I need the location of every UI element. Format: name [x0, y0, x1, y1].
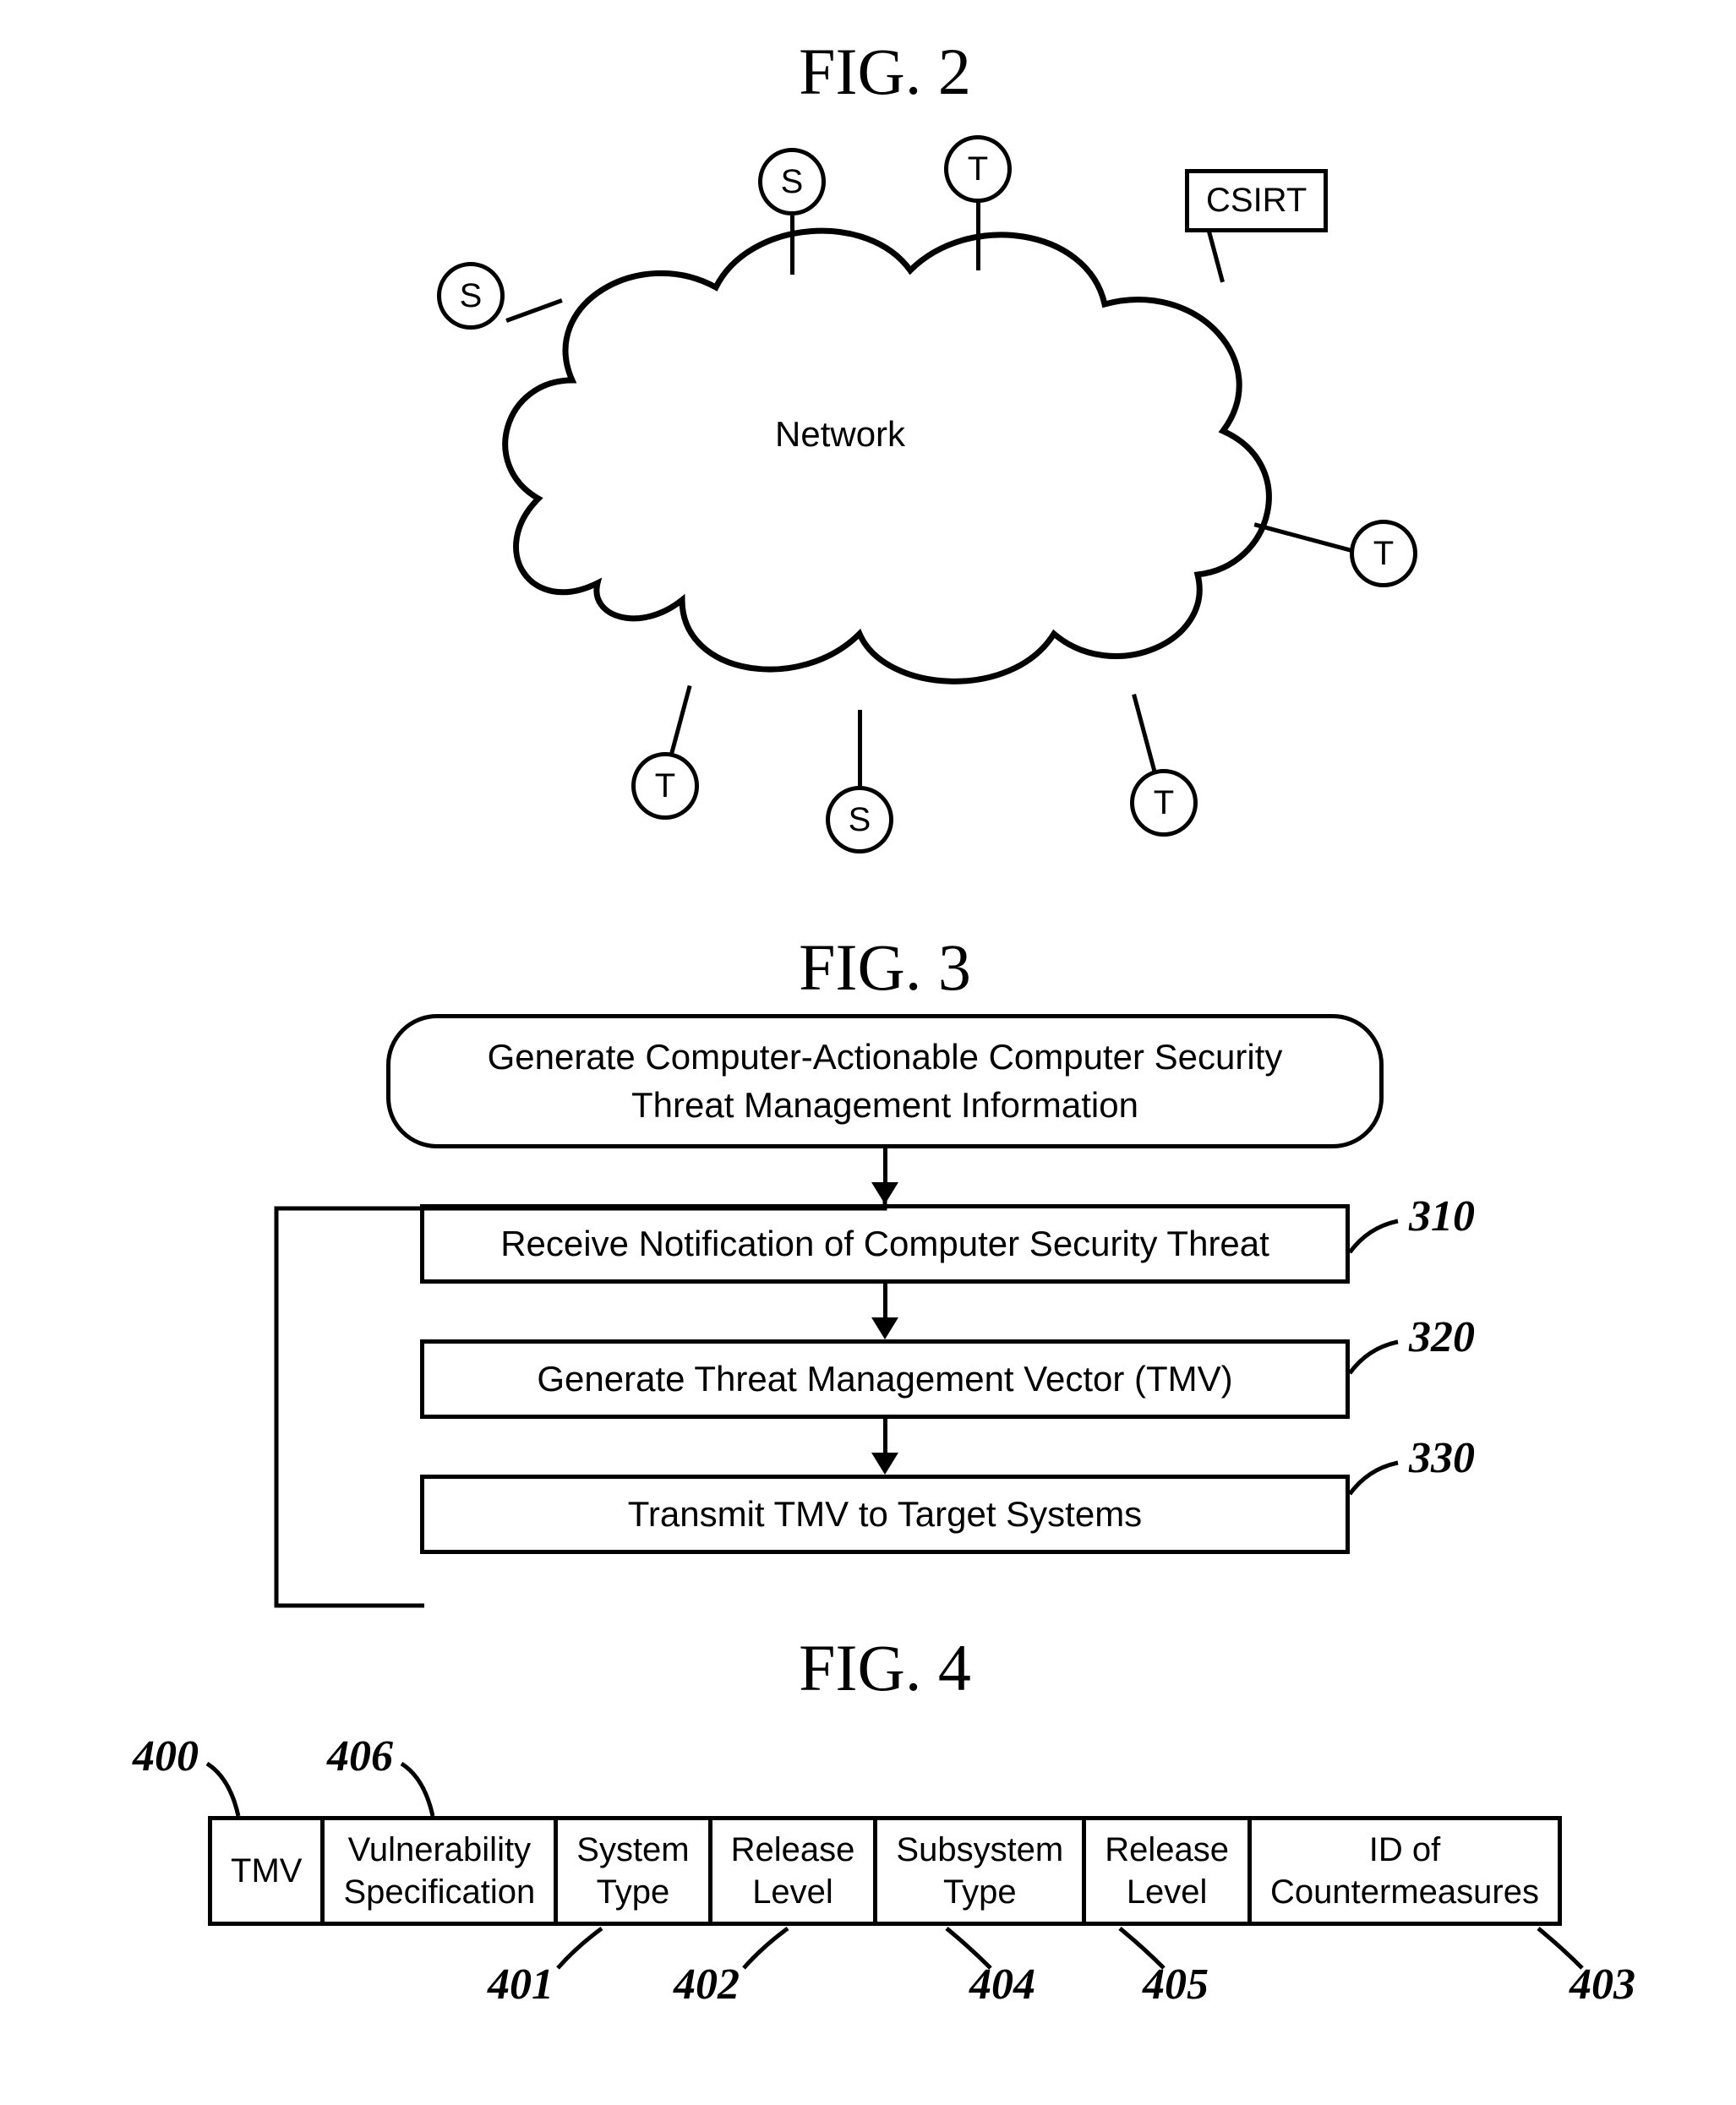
callout-320 — [1347, 1339, 1406, 1377]
cloud-path — [505, 231, 1269, 681]
node-t1: T — [944, 135, 1012, 203]
f4-cell-3-text: ReleaseLevel — [731, 1829, 855, 1913]
page-container: FIG. 2 Network S S T CSIRT T T S T FIG. … — [17, 34, 1736, 2027]
node-t1-label: T — [968, 150, 988, 188]
fig3-title: FIG. 3 — [17, 930, 1736, 1006]
connector-t1 — [976, 203, 980, 270]
f4-cell-5-text: ReleaseLevel — [1105, 1829, 1229, 1913]
f4-cell-1-text: VulnerabilitySpecification — [343, 1829, 535, 1913]
ref-330: 330 — [1409, 1433, 1475, 1483]
f4-cell-vuln: VulnerabilitySpecification — [320, 1816, 554, 1926]
f4-cell-0-text: TMV — [231, 1850, 302, 1892]
connector-s3 — [858, 710, 862, 786]
node-t3-label: T — [655, 767, 675, 805]
callout-330 — [1347, 1460, 1406, 1498]
node-s2: S — [758, 148, 826, 215]
ref-406: 406 — [327, 1731, 393, 1781]
fc-start-text: Generate Computer-Actionable Computer Se… — [488, 1037, 1283, 1125]
cloud-label: Network — [775, 414, 905, 455]
fc-start: Generate Computer-Actionable Computer Se… — [386, 1014, 1384, 1148]
fig2-diagram: Network S S T CSIRT T T S T — [293, 118, 1477, 879]
node-t4: T — [1130, 769, 1198, 837]
node-t2: T — [1350, 520, 1417, 587]
node-t4-label: T — [1154, 784, 1174, 822]
node-csirt-label: CSIRT — [1206, 182, 1307, 220]
callout-400 — [205, 1761, 255, 1820]
f4-cell-4-text: SubsystemType — [896, 1829, 1063, 1913]
f4-cell-rel2: ReleaseLevel — [1082, 1816, 1247, 1926]
f4-row: TMV VulnerabilitySpecification SystemTyp… — [82, 1816, 1688, 1926]
node-s3-label: S — [849, 801, 871, 839]
callout-404 — [944, 1926, 995, 1972]
fig4-diagram: TMV VulnerabilitySpecification SystemTyp… — [82, 1715, 1688, 2027]
node-s1-label: S — [460, 277, 483, 315]
f4-cell-6-text: ID ofCountermeasures — [1270, 1829, 1539, 1913]
f4-cell-tmv: TMV — [208, 1816, 320, 1926]
callout-402 — [741, 1926, 792, 1972]
callout-401 — [555, 1926, 606, 1972]
callout-406 — [399, 1761, 450, 1820]
f4-cell-counter: ID ofCountermeasures — [1247, 1816, 1562, 1926]
connector-s2 — [790, 215, 794, 275]
loopback-svg — [276, 1149, 902, 1622]
ref-401: 401 — [488, 1960, 554, 2010]
ref-310: 310 — [1409, 1192, 1475, 1241]
node-s1: S — [437, 262, 505, 330]
fig2-title: FIG. 2 — [17, 34, 1736, 110]
node-s2-label: S — [781, 163, 804, 201]
node-csirt: CSIRT — [1185, 169, 1328, 232]
f4-cell-systype: SystemType — [554, 1816, 707, 1926]
f4-cell-2-text: SystemType — [576, 1829, 689, 1913]
f4-cell-subsys: SubsystemType — [873, 1816, 1082, 1926]
ref-400: 400 — [133, 1731, 199, 1781]
ref-320: 320 — [1409, 1312, 1475, 1362]
f4-cell-rel1: ReleaseLevel — [708, 1816, 874, 1926]
node-s3: S — [826, 786, 893, 853]
node-t2-label: T — [1373, 535, 1394, 573]
fig4-title: FIG. 4 — [17, 1630, 1736, 1706]
callout-310 — [1347, 1219, 1406, 1257]
fig3-flowchart: Generate Computer-Actionable Computer Se… — [209, 1014, 1561, 1579]
callout-403 — [1536, 1926, 1586, 1972]
ref-402: 402 — [674, 1960, 740, 2010]
node-t3: T — [631, 752, 699, 820]
callout-405 — [1117, 1926, 1168, 1972]
connector-t4 — [1132, 694, 1158, 777]
loopback-line — [276, 1186, 885, 1606]
